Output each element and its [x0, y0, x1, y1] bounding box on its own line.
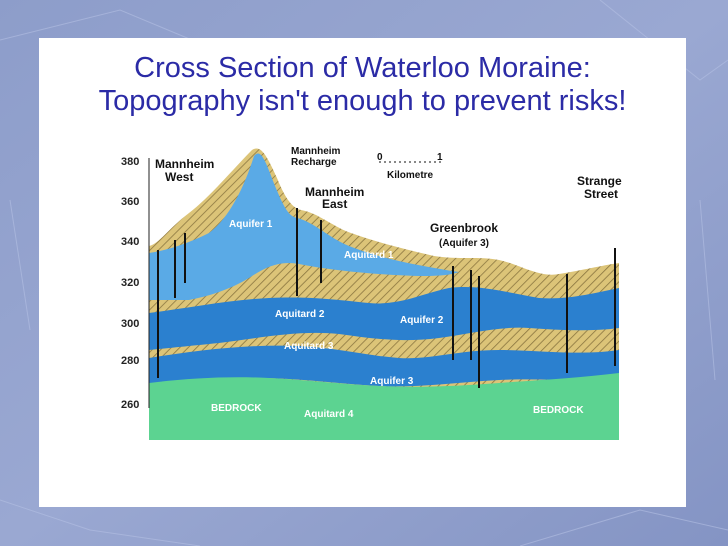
label-strange-street-2: Street: [584, 187, 618, 201]
wells: [157, 208, 616, 388]
label-aquifer-3: Aquifer 3: [370, 376, 414, 387]
y-tick-label: 360: [121, 196, 139, 208]
label-aquitard-3: Aquitard 3: [284, 341, 334, 352]
svg-text:0: 0: [377, 152, 383, 163]
label-bedrock-left: BEDROCK: [211, 403, 262, 414]
svg-text:Kilometre: Kilometre: [387, 170, 434, 181]
aquifer-3-layer: [149, 345, 619, 387]
label-aquifer-1: Aquifer 1: [229, 219, 273, 230]
label-mannheim-recharge-1: Mannheim: [291, 146, 341, 157]
label-mannheim-east-2: East: [322, 197, 347, 211]
svg-text:1: 1: [437, 152, 443, 163]
y-tick-label: 340: [121, 236, 139, 248]
y-tick-label: 260: [121, 399, 139, 411]
aquifer-2-layer: [149, 287, 619, 350]
slide-title: Cross Section of Waterloo Moraine: Topog…: [39, 52, 686, 118]
title-line-2: Topography isn't enough to prevent risks…: [98, 85, 627, 117]
label-aquitard-1: Aquitard 1: [344, 250, 394, 261]
label-aquifer-2: Aquifer 2: [400, 315, 444, 326]
y-tick-label: 300: [121, 318, 139, 330]
label-greenbrook-sub: (Aquifer 3): [439, 238, 489, 249]
y-axis: 380 360 340 320 300 280 260: [121, 156, 150, 411]
y-tick-label: 320: [121, 277, 139, 289]
label-greenbrook: Greenbrook: [430, 221, 498, 235]
aquifer-1-layer: [149, 153, 459, 300]
label-strange-street-1: Strange: [577, 174, 622, 188]
label-aquitard-4: Aquitard 4: [304, 409, 354, 420]
label-mannheim-west-2: West: [165, 170, 193, 184]
label-aquitard-2: Aquitard 2: [275, 309, 325, 320]
title-line-1: Cross Section of Waterloo Moraine:: [134, 52, 591, 84]
y-tick-label: 280: [121, 355, 139, 367]
slide: Cross Section of Waterloo Moraine: Topog…: [39, 38, 686, 507]
label-mannheim-east-1: Mannheim: [305, 185, 364, 199]
label-mannheim-west-1: Mannheim: [155, 157, 214, 171]
y-tick-label: 380: [121, 156, 139, 168]
scale-bar: 0 1 Kilometre: [377, 152, 443, 181]
label-mannheim-recharge-2: Recharge: [291, 157, 337, 168]
bedrock-layer: [149, 373, 619, 440]
cross-section-diagram: 380 360 340 320 300 280 260 Mannheim Wes…: [121, 146, 622, 440]
label-bedrock-right: BEDROCK: [533, 405, 584, 416]
